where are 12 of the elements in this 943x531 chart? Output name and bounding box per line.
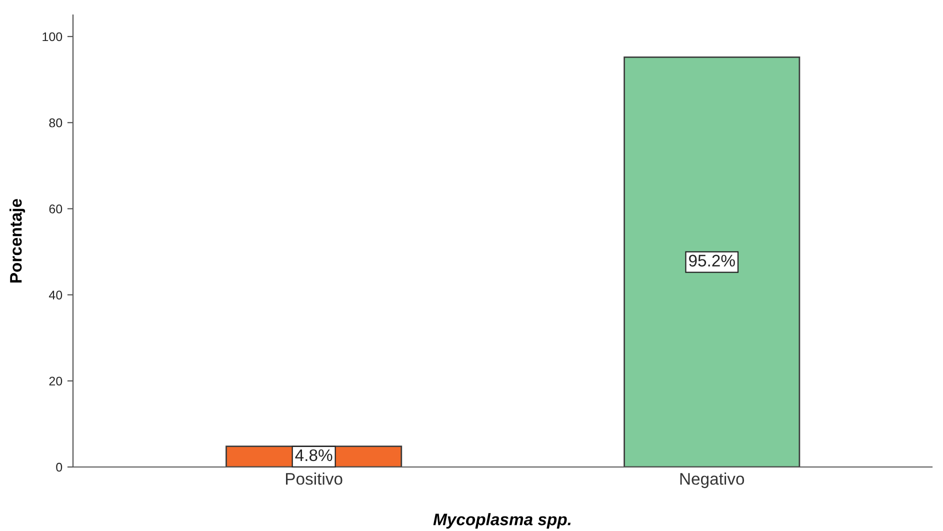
data-label: 95.2% (689, 254, 735, 267)
data-label: 4.8% (295, 449, 332, 462)
y-tick-label: 0 (56, 462, 62, 472)
y-axis-title: Porcentaje (10, 198, 26, 282)
y-tick-label: 60 (49, 204, 62, 214)
y-tick-label: 100 (42, 32, 62, 42)
x-tick-label: Positivo (286, 472, 342, 485)
y-tick-label: 20 (49, 376, 62, 386)
x-axis-title: Mycoplasma spp. (433, 513, 571, 529)
y-tick-label: 80 (49, 118, 62, 128)
x-tick-label: Negativo (680, 472, 744, 488)
y-tick-label: 40 (48, 290, 62, 300)
